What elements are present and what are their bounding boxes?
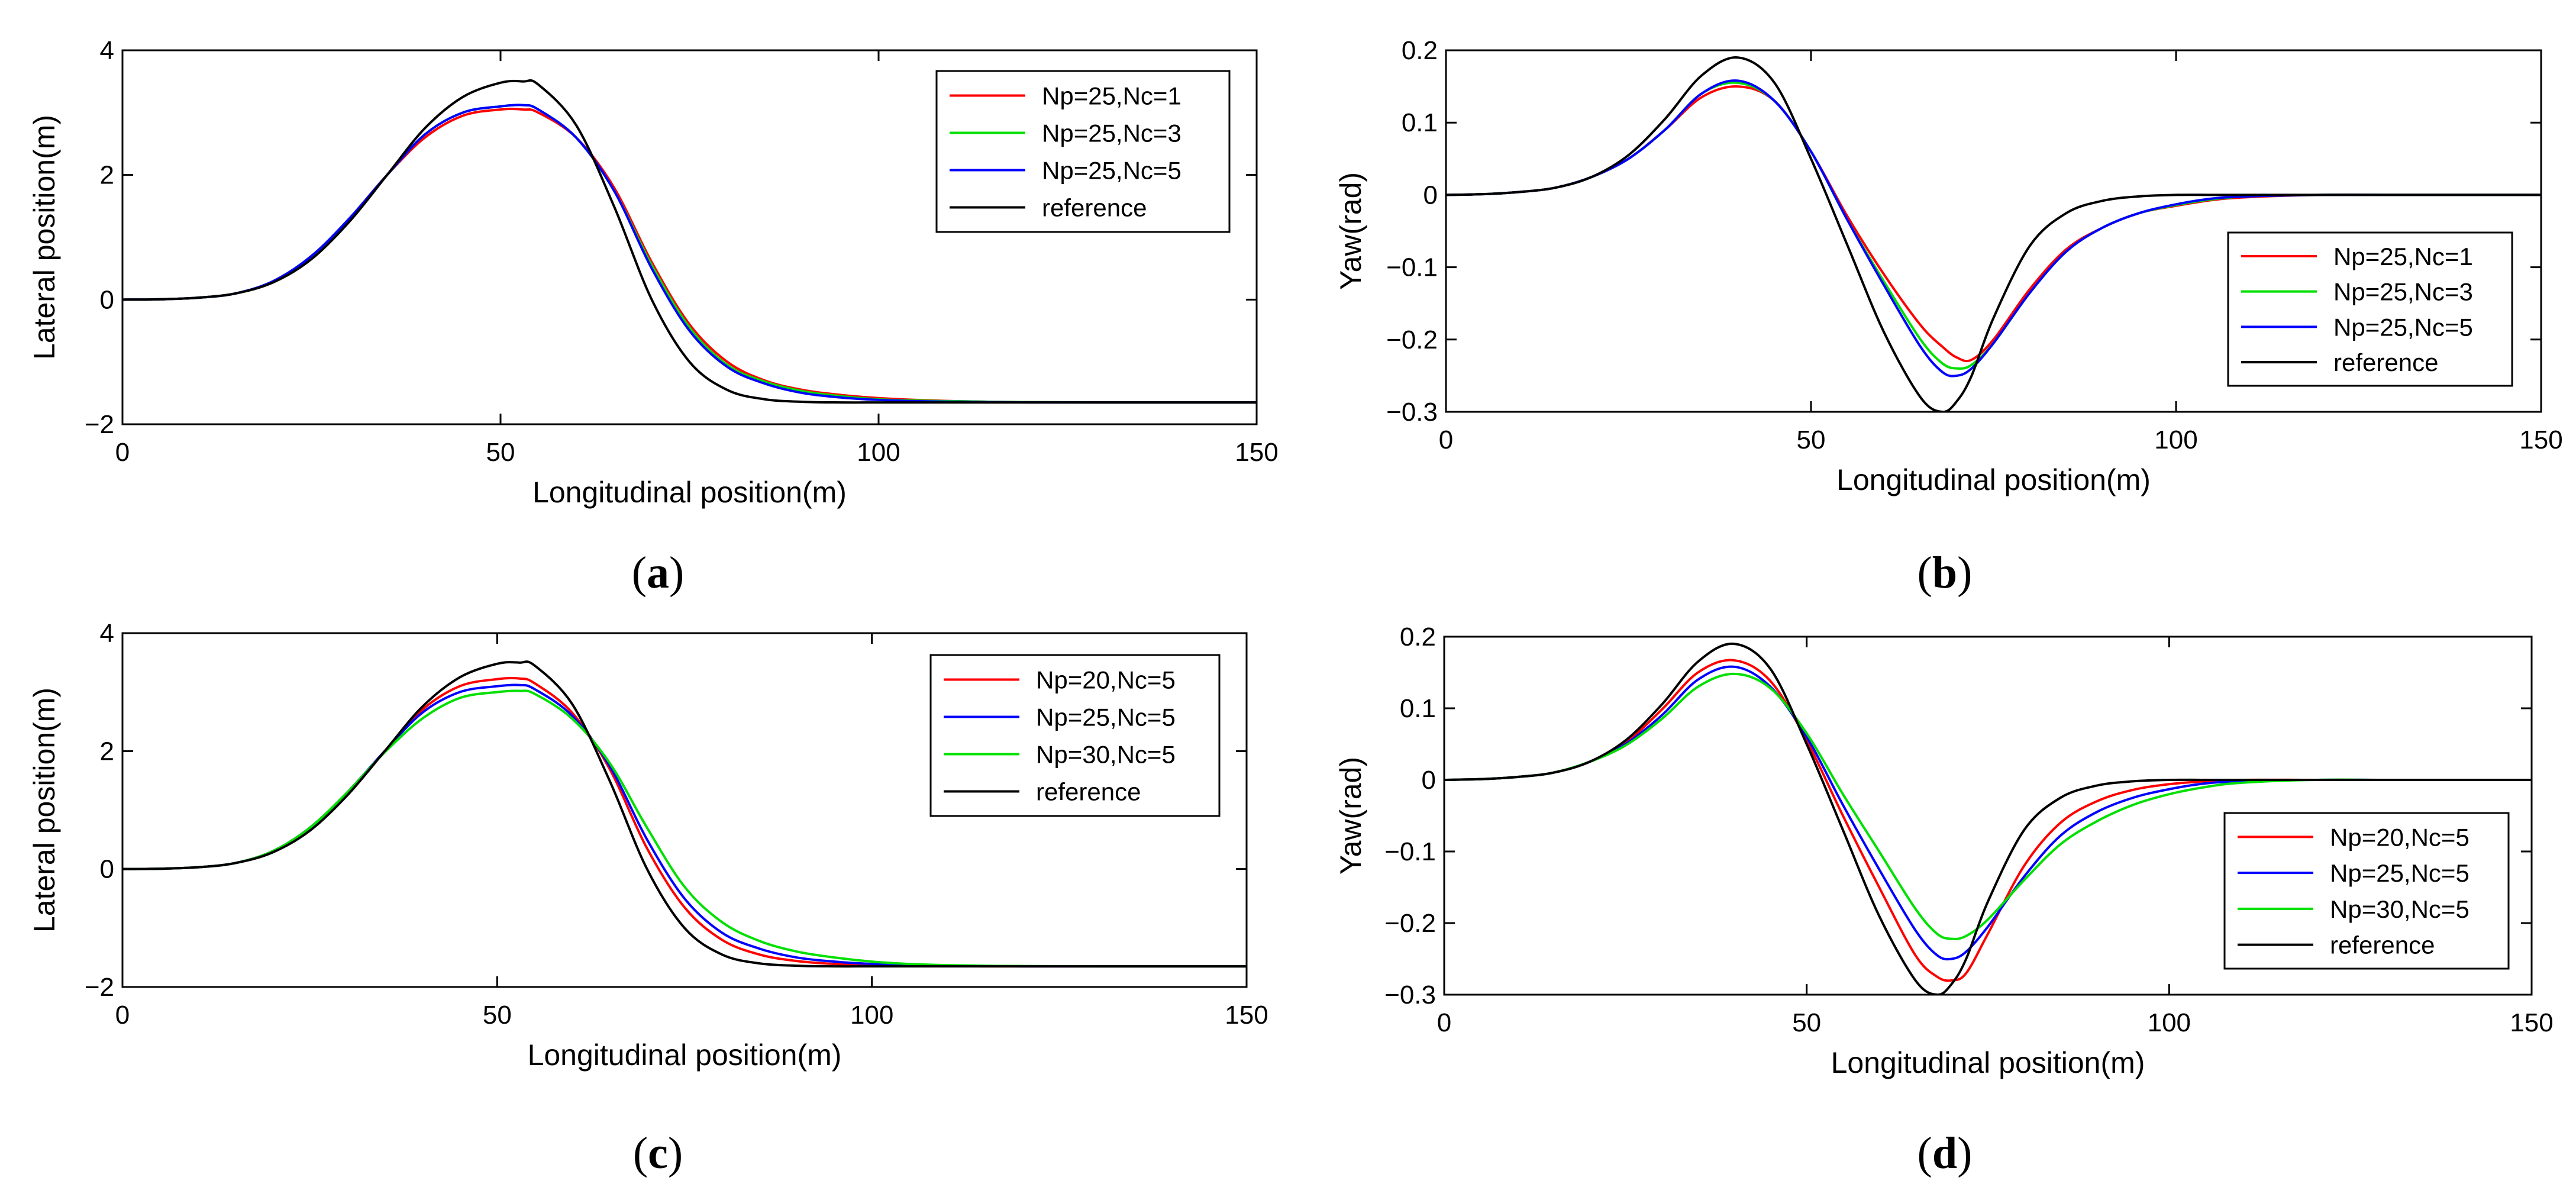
y-tick-label-d: −0.1 — [1384, 837, 1436, 866]
y-tick-label-c: 4 — [100, 619, 114, 648]
plot-frame-b — [1445, 49, 2542, 413]
x-tick-label-c: 100 — [850, 1001, 893, 1030]
legend-label-a-4: reference — [1042, 194, 1147, 222]
legend-label-d-3: Np=30,Nc=5 — [2330, 895, 2470, 923]
y-tick-label-d: −0.2 — [1384, 909, 1436, 938]
legend-label-a-3: Np=25,Nc=5 — [1042, 157, 1182, 185]
y-tick-label-d: −0.3 — [1384, 980, 1436, 1009]
plot-frame-c — [121, 632, 1248, 988]
y-tick-label-b: 0.1 — [1402, 108, 1438, 137]
x-tick-label-b: 100 — [2154, 425, 2197, 454]
y-axis-label-a: Lateral position(m) — [28, 115, 61, 360]
legend-label-d-2: Np=25,Nc=5 — [2330, 859, 2470, 887]
y-tick-label-a: 4 — [100, 36, 114, 65]
plot-frame-d — [1443, 636, 2533, 996]
x-tick-label-a: 150 — [1235, 438, 1278, 467]
series-line-b-4 — [1446, 56, 2541, 412]
series-line-b-3 — [1446, 79, 2541, 378]
x-tick-label-c: 150 — [1225, 1001, 1268, 1030]
legend-box-d — [2223, 812, 2510, 970]
series-line-c-4 — [122, 660, 1247, 968]
y-tick-label-b: 0.2 — [1402, 36, 1438, 65]
x-tick-label-d: 50 — [1792, 1008, 1821, 1037]
legend-box-b — [2227, 231, 2513, 387]
y-tick-label-b: −0.1 — [1386, 253, 1438, 282]
plot-frame-a — [121, 49, 1258, 425]
y-tick-label-c: −2 — [85, 973, 114, 1002]
legend-label-c-2: Np=25,Nc=5 — [1036, 704, 1176, 731]
y-axis-label-c: Lateral position(m) — [28, 688, 61, 933]
legend-label-b-4: reference — [2333, 349, 2438, 376]
legend-label-a-2: Np=25,Nc=3 — [1042, 120, 1182, 147]
legend-label-c-4: reference — [1036, 778, 1141, 806]
caption-d-letter: d — [1932, 1128, 1958, 1178]
caption-c-letter: c — [648, 1128, 668, 1178]
caption-a-letter: a — [647, 548, 669, 598]
y-tick-label-d: 0.1 — [1400, 694, 1436, 723]
x-tick-label-a: 0 — [115, 438, 130, 467]
y-tick-label-a: 2 — [100, 161, 114, 190]
y-tick-label-b: −0.2 — [1386, 325, 1438, 354]
legend-label-c-1: Np=20,Nc=5 — [1036, 666, 1176, 694]
caption-a: (a) — [631, 548, 685, 598]
x-axis-label-b: Longitudinal position(m) — [1836, 463, 2151, 496]
legend-label-d-4: reference — [2330, 931, 2435, 959]
caption-c: (c) — [632, 1128, 683, 1178]
y-axis-label-d: Yaw(rad) — [1334, 757, 1367, 875]
series-line-d-4 — [1444, 643, 2532, 995]
x-tick-label-b: 150 — [2519, 425, 2562, 454]
series-line-d-3 — [1444, 672, 2532, 940]
x-tick-label-d: 0 — [1437, 1008, 1451, 1037]
y-tick-label-a: −2 — [85, 410, 114, 439]
x-tick-label-a: 50 — [486, 438, 515, 467]
legend-box-a — [935, 70, 1231, 233]
x-tick-label-b: 50 — [1797, 425, 1826, 454]
y-tick-label-a: 0 — [100, 285, 114, 314]
x-axis-label-d: Longitudinal position(m) — [1831, 1046, 2145, 1079]
legend-label-c-3: Np=30,Nc=5 — [1036, 741, 1176, 769]
caption-b-letter: b — [1932, 548, 1958, 598]
y-tick-label-b: 0 — [1423, 180, 1438, 209]
caption-b: (b) — [1917, 548, 1973, 598]
x-tick-label-d: 150 — [2510, 1008, 2553, 1037]
caption-d: (d) — [1917, 1128, 1973, 1178]
y-axis-label-b: Yaw(rad) — [1334, 172, 1367, 290]
legend-label-a-1: Np=25,Nc=1 — [1042, 82, 1182, 110]
series-line-d-2 — [1444, 665, 2532, 961]
x-tick-label-a: 100 — [857, 438, 900, 467]
legend-box-c — [929, 654, 1221, 817]
x-tick-label-c: 50 — [483, 1001, 512, 1030]
x-axis-label-c: Longitudinal position(m) — [528, 1038, 842, 1072]
legend-label-b-1: Np=25,Nc=1 — [2333, 243, 2473, 270]
x-tick-label-c: 0 — [115, 1001, 130, 1030]
y-tick-label-c: 2 — [100, 737, 114, 766]
y-tick-label-d: 0.2 — [1400, 622, 1436, 651]
x-axis-label-a: Longitudinal position(m) — [532, 476, 847, 509]
legend-label-b-2: Np=25,Nc=3 — [2333, 278, 2473, 306]
legend-label-d-1: Np=20,Nc=5 — [2330, 823, 2470, 851]
y-tick-label-b: −0.3 — [1386, 398, 1438, 427]
x-tick-label-b: 0 — [1439, 425, 1453, 454]
y-tick-label-d: 0 — [1422, 766, 1436, 795]
legend-label-b-3: Np=25,Nc=5 — [2333, 313, 2473, 341]
y-tick-label-c: 0 — [100, 855, 114, 884]
x-tick-label-d: 100 — [2148, 1008, 2191, 1037]
series-line-a-4 — [122, 79, 1257, 404]
